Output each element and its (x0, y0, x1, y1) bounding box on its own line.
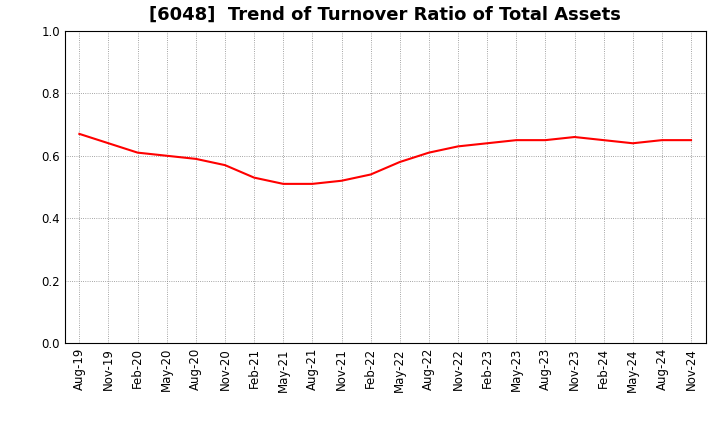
Title: [6048]  Trend of Turnover Ratio of Total Assets: [6048] Trend of Turnover Ratio of Total … (149, 6, 621, 24)
